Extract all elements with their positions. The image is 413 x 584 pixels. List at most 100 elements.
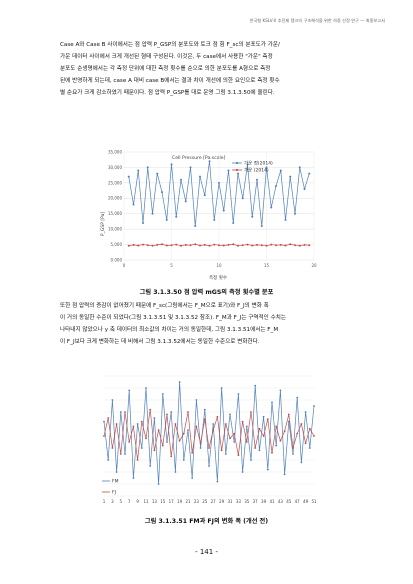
- series-2-point: [119, 453, 122, 455]
- y-tick-label: 20,000: [108, 196, 122, 201]
- series-1-point: [175, 215, 178, 218]
- series-2-point: [199, 442, 202, 445]
- series-1-point: [194, 225, 197, 228]
- y-tick-label: 5,000: [111, 242, 123, 247]
- series-2-point: [246, 243, 249, 246]
- series-2-point: [115, 423, 118, 425]
- series-1-point: [111, 399, 114, 401]
- series-1-point: [212, 423, 215, 425]
- series-1-point: [199, 175, 201, 178]
- x-tick-label: 35: [244, 499, 250, 504]
- series-1-point: [127, 175, 130, 178]
- series-2-point: [111, 447, 114, 449]
- series-1-point: [275, 444, 278, 447]
- series-1-point: [294, 212, 296, 215]
- series-2-point: [187, 411, 189, 413]
- series-2-point: [124, 411, 126, 413]
- series-1-point: [157, 483, 160, 485]
- figure-1-y-ticks: 0.000 5,000 10,000 15,000 20,000 25,000 30,000…: [108, 149, 122, 262]
- series-1-point: [289, 175, 292, 178]
- series-2-point: [182, 432, 185, 435]
- series-2-point: [146, 244, 149, 247]
- x-tick-label: 49: [303, 499, 309, 504]
- series-2-point: [175, 243, 178, 246]
- legend-marker-blue: [235, 161, 239, 165]
- series-2-point: [128, 441, 131, 443]
- figure-1-caption: 그림 3.1.3.50 점 압력 mGS의 측정 횟수별 분포: [139, 289, 274, 296]
- page-number: - 141 -: [195, 548, 218, 556]
- x-tick-label: 7: [128, 499, 131, 504]
- series-1-point: [180, 178, 182, 181]
- series-1-point: [149, 465, 152, 467]
- series-2-point: [218, 244, 220, 247]
- series-2-point: [165, 244, 168, 247]
- series-2-point: [149, 408, 152, 411]
- series-2-point: [275, 425, 278, 428]
- figure-1-title: Cell Pressure [Pa.scale]: [172, 155, 226, 161]
- series-2-point: [270, 243, 273, 246]
- x-tick-label: 5: [120, 499, 123, 504]
- series-1-point: [191, 477, 194, 479]
- series-2-point: [308, 427, 311, 430]
- legend-label: 가운 정(2014): [244, 160, 273, 167]
- series-2-point: [166, 413, 168, 416]
- y-tick-label: 10,000: [108, 227, 122, 232]
- paragraph-1-line: 된에 반영하게 되는데, case A 대비 case B에서는 결과 차이 개…: [60, 78, 280, 84]
- series-1-point: [241, 197, 244, 200]
- x-tick-label: 27: [211, 499, 217, 504]
- figure-1-legend: 가운 정(2014) 가운 (2014): [232, 160, 273, 174]
- series-1-point: [275, 184, 277, 187]
- series-1-point: [256, 178, 258, 181]
- series-2-point: [161, 444, 164, 447]
- series-1-point: [271, 401, 273, 404]
- figure-1-series: [127, 160, 311, 247]
- series-2-point: [184, 243, 187, 246]
- x-tick-label: 45: [286, 499, 292, 504]
- series-2-point: [304, 442, 307, 445]
- series-2-point: [245, 441, 248, 443]
- paragraph-2-line: 이 F_J보다 크게 변화하는 데 비해서 그림 3.1.3.52에서는 동일한…: [60, 339, 260, 345]
- legend-label: FJ: [112, 490, 116, 496]
- series-2-point: [256, 243, 258, 246]
- y-tick-label: 0.000: [111, 257, 123, 262]
- series-2-point: [170, 244, 173, 247]
- series-1-point: [170, 163, 173, 166]
- series-1-point: [308, 447, 311, 449]
- legend-marker-red: [235, 168, 239, 172]
- series-1-point: [222, 209, 225, 212]
- x-tick-label: 39: [261, 499, 267, 504]
- x-tick-label: 33: [236, 499, 242, 504]
- x-tick-label: 31: [227, 499, 233, 504]
- series-1-point: [182, 459, 185, 461]
- series-2-point: [107, 417, 110, 419]
- series-2-point: [296, 432, 299, 435]
- series-1-point: [178, 381, 181, 383]
- x-tick-label: 23: [194, 499, 200, 504]
- x-tick-label: 29: [219, 499, 225, 504]
- running-header: 한국형 KSLV-II 추진제 탱크의 구조해석을 위한 하중 산정 연구 — …: [249, 18, 385, 23]
- series-1-point: [153, 417, 156, 419]
- series-1-point: [283, 473, 286, 476]
- series-1-point: [119, 411, 122, 413]
- series-1-point: [284, 218, 287, 221]
- figure-1-chart: Cell Pressure [Pa.scale] 0.000 5,000 10,00…: [100, 149, 317, 281]
- series-1-point: [115, 471, 118, 473]
- series-2-point: [241, 420, 244, 423]
- paragraph-1-line: 분포도 순생명에서는 각 측정 단위에 대한 측정 횟수를 순으로 의한 분포도…: [60, 66, 271, 72]
- series-2-point: [229, 437, 231, 440]
- series-1-point: [103, 420, 105, 423]
- series-1-point: [174, 471, 177, 473]
- series-2-point: [170, 455, 173, 458]
- series-line-1: [103, 381, 315, 485]
- series-1-point: [203, 408, 206, 411]
- series-1-point: [241, 471, 244, 473]
- series-2-point: [308, 244, 311, 247]
- series-1-point: [292, 453, 294, 455]
- series-2-point: [136, 459, 139, 461]
- series-2-point: [258, 427, 261, 430]
- x-tick-label: 41: [269, 499, 275, 504]
- figure-2-legend: FM FJ: [102, 479, 119, 496]
- series-2-point: [241, 244, 244, 247]
- series-2-point: [251, 244, 254, 247]
- x-tick-label: 13: [152, 499, 158, 504]
